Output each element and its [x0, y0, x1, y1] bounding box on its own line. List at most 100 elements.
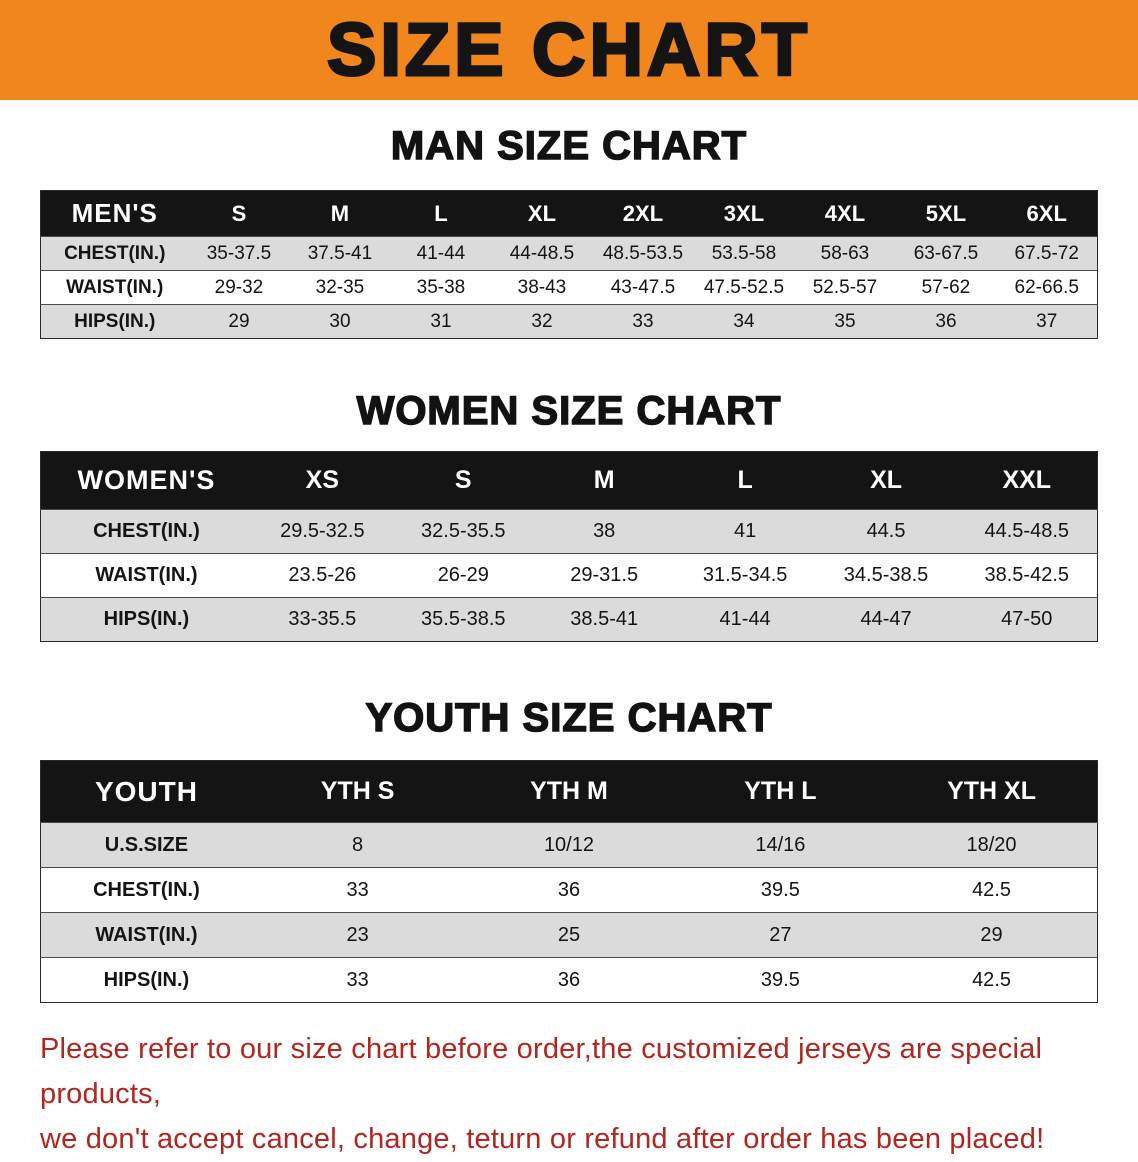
size-value: 23.5-26	[251, 553, 393, 598]
size-value: 44.5-48.5	[956, 509, 1098, 554]
women-size-chart-section: WOMEN SIZE CHART WOMEN'S XS S M L XL XXL CHEST…	[0, 388, 1138, 642]
youth-size-table: YOUTH YTH S YTH M YTH L YTH XL U.S.SIZE 8 10/1…	[40, 760, 1098, 1003]
row-label: CHEST(IN.)	[40, 509, 252, 554]
size-column-header: 6XL	[996, 190, 1098, 237]
men-size-table: MEN'S S M L XL 2XL 3XL 4XL 5XL 6XL CHEST(IN.) 35-3…	[40, 190, 1098, 339]
size-column-header: XL	[815, 451, 957, 510]
size-value: 8	[251, 822, 464, 868]
size-value: 27	[674, 912, 887, 958]
size-value: 37.5-41	[289, 236, 391, 271]
size-value: 29.5-32.5	[251, 509, 393, 554]
size-value: 39.5	[674, 957, 887, 1003]
note-line-2: we don't accept cancel, change, teturn o…	[40, 1122, 1045, 1155]
size-value: 29	[886, 912, 1098, 958]
size-value: 29	[188, 304, 290, 339]
women-section-heading: WOMEN SIZE CHART	[356, 388, 782, 434]
size-value: 34	[693, 304, 795, 339]
size-value: 37	[996, 304, 1098, 339]
size-value: 47-50	[956, 597, 1098, 642]
women-size-table: WOMEN'S XS S M L XL XXL CHEST(IN.) 29.5-32.5 32.…	[40, 451, 1098, 642]
size-column-header: YTH XL	[886, 760, 1098, 823]
measurement-row: WAIST(IN.) 23.5-26 26-29 29-31.5 31.5-34.5 34…	[40, 553, 1098, 598]
size-value: 41	[674, 509, 816, 554]
size-value: 44-48.5	[491, 236, 593, 271]
size-value: 62-66.5	[996, 270, 1098, 305]
size-column-header: XXL	[956, 451, 1098, 510]
size-column-header: M	[533, 451, 675, 510]
row-label: WAIST(IN.)	[40, 553, 252, 598]
size-column-header: 5XL	[895, 190, 997, 237]
size-column-header: S	[188, 190, 290, 237]
note-line-1: Please refer to our size chart before or…	[40, 1033, 1043, 1110]
disclaimer-note: Please refer to our size chart before or…	[0, 1027, 1138, 1162]
size-value: 36	[463, 867, 675, 913]
size-value: 35	[794, 304, 896, 339]
size-value: 33	[251, 867, 464, 913]
size-value: 31	[390, 304, 492, 339]
size-value: 10/12	[463, 822, 675, 868]
size-value: 52.5-57	[794, 270, 896, 305]
row-label: HIPS(IN.)	[40, 957, 252, 1003]
size-value: 29-31.5	[533, 553, 675, 598]
size-value: 18/20	[886, 822, 1098, 868]
size-value: 26-29	[392, 553, 534, 598]
size-column-header: 3XL	[693, 190, 795, 237]
size-value: 39.5	[674, 867, 887, 913]
size-value: 30	[289, 304, 391, 339]
row-label: HIPS(IN.)	[40, 597, 252, 642]
size-value: 29-32	[188, 270, 290, 305]
men-size-chart-section: MAN SIZE CHART MEN'S S M L XL 2XL 3XL 4XL 5XL 6XL…	[0, 123, 1138, 339]
size-value: 41-44	[390, 236, 492, 271]
measurement-row: CHEST(IN.) 35-37.5 37.5-41 41-44 44-48.5 48.5…	[40, 236, 1098, 271]
size-value: 63-67.5	[895, 236, 997, 271]
measurement-row: HIPS(IN.) 33 36 39.5 42.5	[40, 957, 1098, 1003]
size-value: 48.5-53.5	[592, 236, 694, 271]
size-value: 25	[463, 912, 675, 958]
measurement-row: CHEST(IN.) 29.5-32.5 32.5-35.5 38 41 44.5 44.5…	[40, 509, 1098, 554]
size-value: 38	[533, 509, 675, 554]
size-value: 35-37.5	[188, 236, 290, 271]
table-header-row: MEN'S S M L XL 2XL 3XL 4XL 5XL 6XL	[40, 190, 1098, 237]
table-header-row: YOUTH YTH S YTH M YTH L YTH XL	[40, 760, 1098, 823]
size-value: 33	[592, 304, 694, 339]
youth-section-heading: YOUTH SIZE CHART	[365, 695, 773, 741]
size-value: 57-62	[895, 270, 997, 305]
page-title: SIZE CHART	[326, 8, 811, 91]
measurement-row: U.S.SIZE 8 10/12 14/16 18/20	[40, 822, 1098, 868]
measurement-row: WAIST(IN.) 23 25 27 29	[40, 912, 1098, 958]
size-column-header: 4XL	[794, 190, 896, 237]
measurement-row: WAIST(IN.) 29-32 32-35 35-38 38-43 43-47.5 47.…	[40, 270, 1098, 305]
row-label: WAIST(IN.)	[40, 270, 189, 305]
men-section-heading: MAN SIZE CHART	[390, 123, 748, 169]
size-value: 38.5-41	[533, 597, 675, 642]
size-value: 32.5-35.5	[392, 509, 534, 554]
size-column-header: M	[289, 190, 391, 237]
measurement-row: HIPS(IN.) 29 30 31 32 33 34 35 36 37	[40, 304, 1098, 339]
size-value: 58-63	[794, 236, 896, 271]
size-value: 32-35	[289, 270, 391, 305]
size-value: 33-35.5	[251, 597, 393, 642]
size-column-header: YTH M	[463, 760, 675, 823]
size-column-header: YTH L	[674, 760, 887, 823]
size-chart-banner: SIZE CHART	[0, 0, 1138, 100]
size-value: 42.5	[886, 957, 1098, 1003]
size-column-header: L	[674, 451, 816, 510]
size-value: 44-47	[815, 597, 957, 642]
row-label: CHEST(IN.)	[40, 867, 252, 913]
size-value: 53.5-58	[693, 236, 795, 271]
size-value: 44.5	[815, 509, 957, 554]
size-value: 42.5	[886, 867, 1098, 913]
size-column-header: XS	[251, 451, 393, 510]
size-value: 43-47.5	[592, 270, 694, 305]
size-column-header: 2XL	[592, 190, 694, 237]
size-value: 32	[491, 304, 593, 339]
youth-size-chart-section: YOUTH SIZE CHART YOUTH YTH S YTH M YTH L YTH…	[0, 695, 1138, 1003]
size-column-header: S	[392, 451, 534, 510]
row-label: CHEST(IN.)	[40, 236, 189, 271]
size-value: 36	[895, 304, 997, 339]
size-column-header: YTH S	[251, 760, 464, 823]
table-corner-label: YOUTH	[40, 760, 252, 823]
size-value: 35.5-38.5	[392, 597, 534, 642]
size-value: 38-43	[491, 270, 593, 305]
